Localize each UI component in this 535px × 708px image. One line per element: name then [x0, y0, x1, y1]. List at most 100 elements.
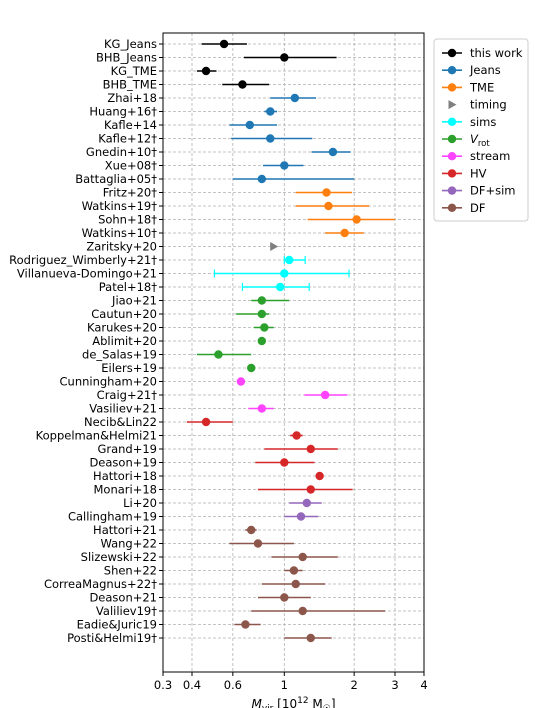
data-point: [260, 323, 269, 332]
y-tick-label: Xue+08†: [105, 159, 158, 173]
y-tick-label: Li+20: [123, 496, 157, 510]
y-tick-label: Monari+18: [94, 483, 158, 497]
y-tick-label: Kafle+12†: [98, 132, 157, 146]
y-tick-label: Kafle+14: [104, 118, 157, 132]
y-tick-label: Sohn+18†: [98, 213, 157, 227]
data-point: [328, 147, 338, 157]
data-point: [238, 80, 247, 89]
data-point: [257, 309, 267, 319]
x-tick-label: 0.6: [224, 678, 242, 692]
data-point: [292, 431, 301, 440]
data-point: [257, 404, 267, 413]
y-tick-label: Shen+22: [104, 564, 157, 578]
y-tick-label: BHB_TME: [103, 78, 157, 92]
data-point: [245, 120, 255, 130]
y-tick-label: Deason+21: [89, 591, 157, 605]
y-tick-label: Zaritsky+20: [86, 240, 157, 254]
y-tick-label: KG_Jeans: [104, 37, 157, 51]
y-tick-label: CorreaMagnus+22†: [44, 577, 157, 591]
data-point: [302, 498, 311, 508]
y-tick-label: Necib&Lin22: [84, 415, 157, 429]
data-point: [270, 242, 279, 251]
y-tick-label: Karukes+20: [87, 321, 157, 335]
legend-marker: [447, 83, 457, 92]
data-point: [201, 66, 211, 76]
data-point: [322, 188, 331, 197]
legend-label: DF+sim: [470, 184, 516, 198]
data-point: [306, 444, 315, 454]
x-tick-label: 0.3: [154, 678, 172, 692]
legend-label: this work: [470, 46, 523, 60]
data-point: [298, 552, 307, 562]
y-tick-label: Fritz+20†: [103, 186, 158, 200]
data-point: [285, 255, 294, 265]
y-tick-label: Eadie&Juric19: [77, 618, 157, 632]
y-tick-label: Vasiliev+21: [89, 402, 157, 416]
data-point: [280, 458, 289, 467]
y-tick-label: Ablimit+20: [92, 334, 157, 348]
y-tick-label: Eilers+19: [101, 361, 157, 375]
y-tick-label: Hattori+21: [93, 523, 157, 537]
y-tick-label: Jiao+21: [111, 294, 157, 308]
data-point: [280, 269, 289, 278]
x-tick-label: 1: [281, 678, 288, 692]
y-tick-label: BHB_Jeans: [96, 51, 157, 65]
y-tick-label: Villanueva-Domingo+21: [17, 267, 157, 281]
data-point: [280, 53, 289, 62]
legend-label: Vrot: [470, 132, 490, 149]
data-point: [320, 390, 330, 400]
data-point: [280, 593, 289, 602]
data-point: [324, 201, 333, 211]
y-tick-label: Grand+19: [97, 442, 157, 456]
data-point: [219, 39, 229, 49]
y-tick-label: Gnedin+10†: [86, 145, 157, 159]
data-point: [236, 377, 246, 386]
x-tick-labels: 0.3 0.4 0.6 1 2 3 4: [154, 672, 428, 692]
data-point: [266, 134, 275, 143]
data-point: [257, 296, 267, 305]
legend-label: sims: [470, 115, 496, 129]
y-tick-label: Zhai+18: [107, 91, 157, 105]
data-point: [291, 579, 300, 589]
data-point: [257, 174, 267, 184]
legend-marker: [447, 48, 457, 58]
legend-marker: [447, 169, 457, 178]
data-point: [247, 363, 256, 373]
data-point: [290, 93, 300, 103]
data-point: [247, 525, 256, 535]
data-point: [257, 336, 267, 346]
legend-marker: [447, 152, 457, 161]
data-point: [241, 620, 250, 629]
y-tick-label: Hattori+18: [93, 469, 157, 483]
data-point: [315, 471, 324, 481]
x-tick-label: 0.4: [183, 678, 201, 692]
data-point: [276, 282, 285, 292]
x-tick-label: 3: [391, 678, 398, 692]
y-tick-label: Huang+16†: [89, 105, 157, 119]
data-point: [201, 417, 211, 427]
x-tick-label: 2: [350, 678, 357, 692]
y-tick-label: Posti&Helmi19†: [67, 631, 157, 645]
y-tick-label: Rodriguez_Wimberly+21†: [9, 253, 157, 267]
legend-label: HV: [470, 166, 487, 180]
legend-label: DF: [470, 201, 485, 215]
data-point: [289, 566, 299, 575]
data-point: [298, 606, 307, 616]
y-tick-labels: KG_JeansBHB_JeansKG_TMEBHB_TMEZhai+18Hua…: [9, 37, 163, 645]
data-point: [214, 350, 223, 359]
y-tick-label: Slizewski+22: [81, 550, 157, 564]
data-point: [306, 485, 315, 494]
y-tick-label: Battaglia+05†: [75, 172, 157, 186]
legend-marker: [447, 203, 457, 212]
y-tick-label: Cunningham+20: [60, 375, 158, 389]
plot-frame: [162, 32, 425, 673]
y-tick-label: Cautun+20: [91, 307, 157, 321]
legend-label: Jeans: [469, 63, 501, 77]
data-points: [201, 39, 361, 643]
data-point: [266, 107, 275, 116]
grid-lines: [162, 33, 425, 672]
legend-label: stream: [470, 149, 510, 163]
data-point: [253, 539, 263, 548]
legend-label: timing: [470, 98, 507, 112]
legend-marker: [447, 186, 457, 195]
